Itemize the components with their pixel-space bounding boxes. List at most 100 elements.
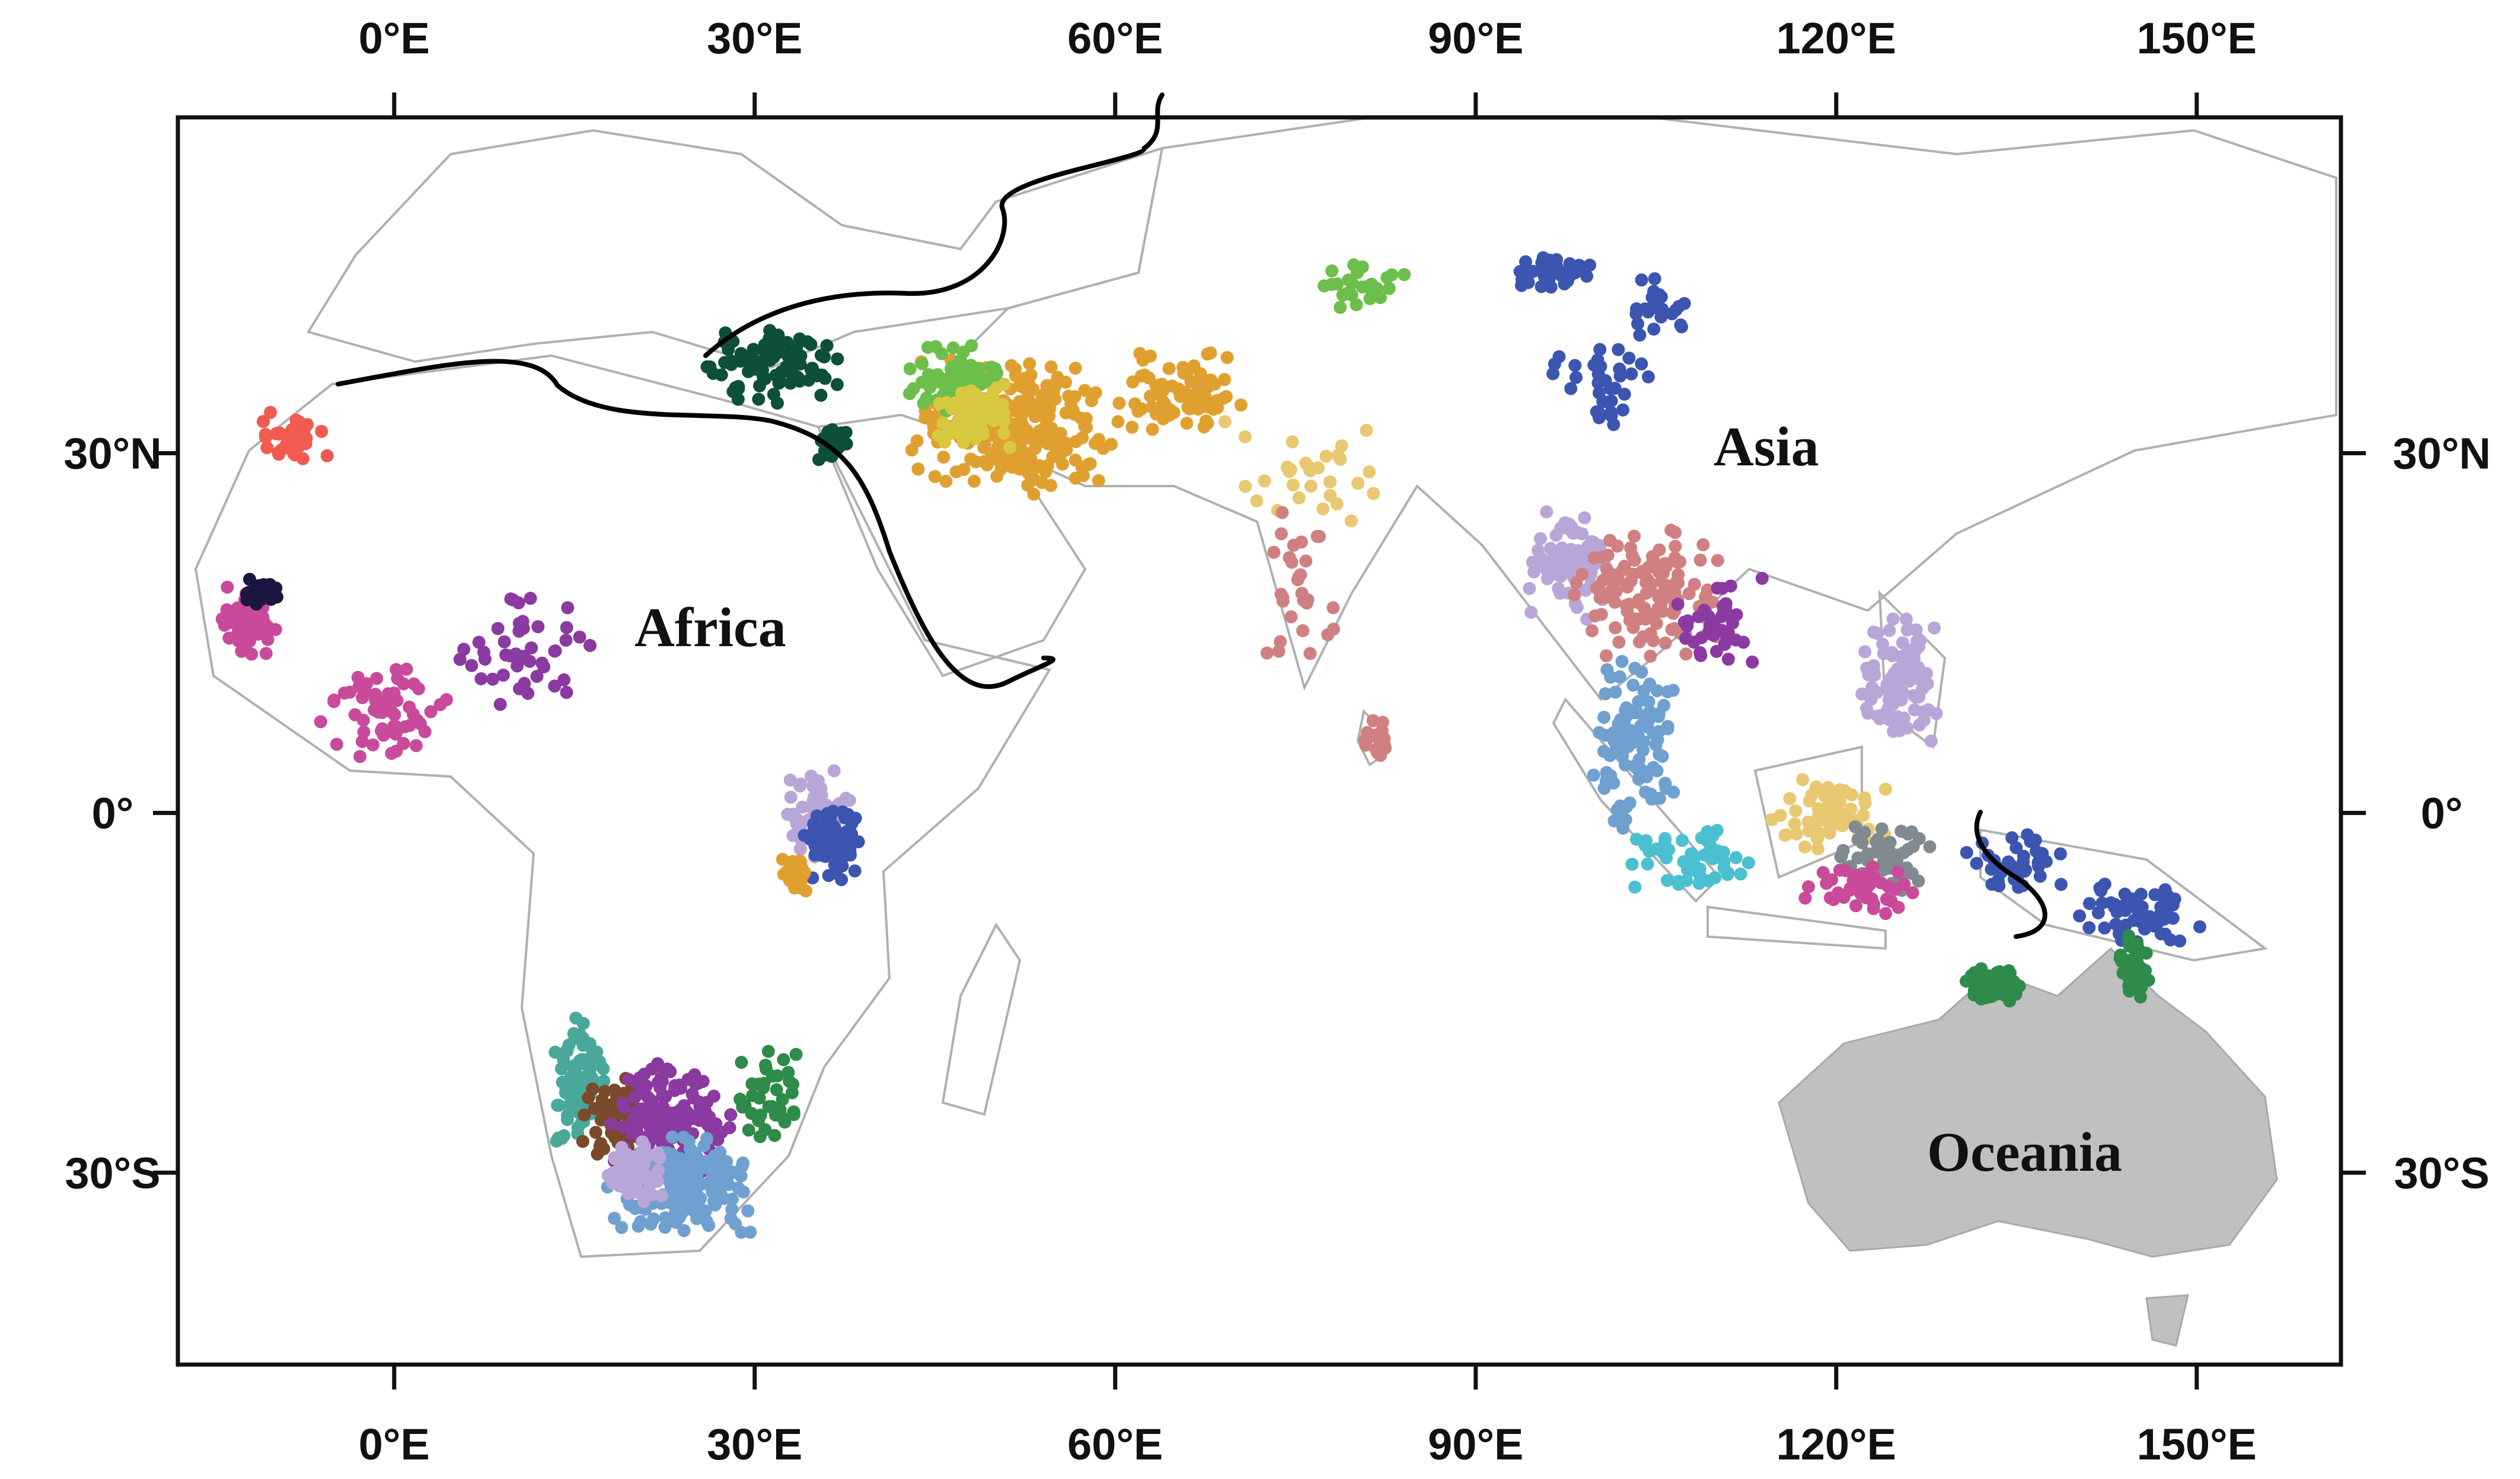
occurrence-point [1655, 587, 1669, 600]
occurrence-point [2003, 994, 2017, 1008]
occurrence-point [1612, 343, 1625, 356]
occurrence-point [830, 378, 844, 391]
occurrence-point [1600, 663, 1614, 676]
occurrence-point [692, 1163, 706, 1177]
occurrence-point [1628, 880, 1642, 894]
occurrence-point [604, 1107, 617, 1120]
occurrence-point [1015, 411, 1028, 424]
occurrence-point [920, 391, 933, 405]
occurrence-point [843, 794, 856, 807]
occurrence-point [1028, 472, 1041, 486]
occurrence-point [1044, 360, 1058, 373]
occurrence-point [1701, 825, 1714, 838]
region-label-africa: Africa [634, 597, 786, 659]
occurrence-point [1877, 863, 1890, 877]
occurrence-point [822, 813, 835, 827]
occurrence-point [932, 429, 945, 442]
occurrence-point [617, 1100, 631, 1114]
occurrence-point [1150, 387, 1163, 401]
occurrence-point [1783, 792, 1797, 806]
occurrence-point [2016, 859, 2029, 873]
occurrence-point [1851, 833, 1865, 846]
occurrence-point [496, 668, 510, 682]
occurrence-point [843, 845, 857, 859]
occurrence-point [1722, 609, 1736, 622]
occurrence-point [1618, 388, 1631, 401]
occurrence-point [1568, 588, 1581, 602]
occurrence-point [1024, 368, 1038, 382]
occurrence-point [793, 842, 807, 856]
occurrence-point [1849, 899, 1863, 912]
occurrence-point [299, 437, 312, 451]
occurrence-point [478, 653, 492, 666]
occurrence-point [1765, 813, 1779, 826]
occurrence-point [903, 362, 917, 376]
occurrence-point [1644, 649, 1657, 663]
occurrence-point [1524, 606, 1538, 619]
occurrence-point [1580, 270, 1593, 283]
occurrence-point [1272, 644, 1285, 658]
occurrence-point [1798, 892, 1812, 905]
occurrence-point [1896, 636, 1909, 650]
occurrence-point [1613, 369, 1627, 383]
occurrence-point [753, 1130, 767, 1143]
occurrence-point [811, 368, 824, 382]
occurrence-point [928, 469, 942, 483]
occurrence-point [1133, 347, 1147, 360]
lon-label-bottom: 150°E [2137, 1420, 2257, 1469]
occurrence-point [1294, 568, 1307, 582]
occurrence-point [1833, 795, 1847, 809]
occurrence-point [1540, 556, 1554, 570]
occurrence-point [1250, 494, 1264, 508]
occurrence-point [1275, 506, 1289, 519]
occurrence-point [606, 1176, 620, 1190]
occurrence-point [1796, 773, 1810, 787]
occurrence-point [1679, 647, 1693, 661]
occurrence-point [2036, 846, 2049, 860]
occurrence-point [2127, 939, 2141, 952]
occurrence-point [796, 800, 809, 814]
occurrence-point [1706, 852, 1720, 865]
occurrence-point [621, 1187, 635, 1200]
occurrence-point [1693, 646, 1707, 659]
occurrence-point [1618, 560, 1631, 573]
occurrence-point [579, 1058, 592, 1071]
occurrence-point [1875, 822, 1889, 836]
occurrence-point [637, 1194, 650, 1208]
occurrence-point [465, 659, 479, 672]
occurrence-point [835, 426, 848, 440]
occurrence-point [658, 1221, 672, 1234]
occurrence-point [953, 371, 966, 385]
occurrence-point [1558, 554, 1571, 568]
occurrence-point [752, 1091, 766, 1105]
occurrence-point [681, 1198, 694, 1212]
occurrence-point [1642, 695, 1655, 708]
occurrence-point [1540, 505, 1554, 519]
occurrence-point [681, 1073, 695, 1086]
madagascar-outline [941, 922, 1022, 1116]
occurrence-point [1628, 662, 1642, 675]
occurrence-point [1295, 587, 1309, 600]
occurrence-point [1719, 597, 1733, 611]
occurrence-point [1696, 538, 1710, 551]
occurrence-point [1366, 714, 1380, 727]
occurrence-point [1146, 423, 1159, 436]
occurrence-point [2193, 920, 2206, 934]
occurrence-point [1617, 741, 1630, 754]
occurrence-point [677, 1224, 691, 1237]
occurrence-point [403, 718, 417, 732]
occurrence-point [781, 1066, 795, 1079]
occurrence-point [1909, 691, 1923, 704]
occurrence-point [1218, 415, 1232, 429]
occurrence-point [1173, 389, 1187, 403]
occurrence-point [1643, 705, 1657, 718]
occurrence-point [1607, 814, 1621, 828]
occurrence-point [1238, 430, 1252, 443]
occurrence-point [548, 1046, 562, 1059]
occurrence-point [1844, 802, 1858, 816]
occurrence-point [787, 1106, 800, 1119]
occurrence-point [1626, 678, 1640, 692]
occurrence-point [2028, 833, 2042, 847]
occurrence-point [1710, 823, 1724, 837]
